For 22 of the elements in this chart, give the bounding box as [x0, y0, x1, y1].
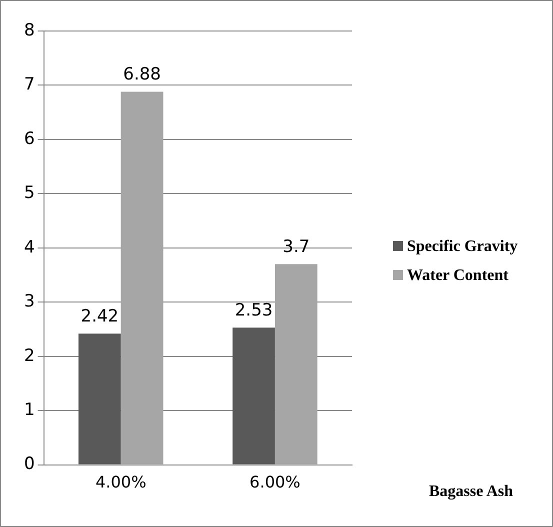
- x-tick-label: 6.00%: [250, 472, 300, 492]
- y-tick-label: 7: [24, 74, 35, 95]
- y-tick-label: 2: [24, 346, 35, 366]
- y-tick-label: 4: [24, 237, 35, 258]
- legend-label: Specific Gravity: [407, 237, 519, 256]
- y-tick-label: 6: [24, 128, 35, 149]
- data-label: 3.7: [282, 237, 310, 258]
- data-label: 6.88: [123, 64, 161, 85]
- x-tick-label: 4.00%: [95, 472, 146, 492]
- y-tick-label: 0: [24, 454, 35, 474]
- legend-label: Water Content: [407, 266, 510, 285]
- data-label: 2.42: [80, 306, 119, 326]
- bar: [232, 328, 275, 464]
- y-tick-label: 3: [24, 292, 35, 312]
- y-tick-label: 5: [24, 183, 35, 204]
- bar: [78, 334, 121, 464]
- data-label: 2.53: [234, 300, 273, 321]
- y-tick-label: 8: [24, 20, 35, 40]
- x-axis-title: Bagasse Ash: [429, 483, 514, 501]
- bar: [274, 264, 318, 464]
- y-tick-label: 1: [24, 400, 35, 420]
- bar: [120, 92, 164, 464]
